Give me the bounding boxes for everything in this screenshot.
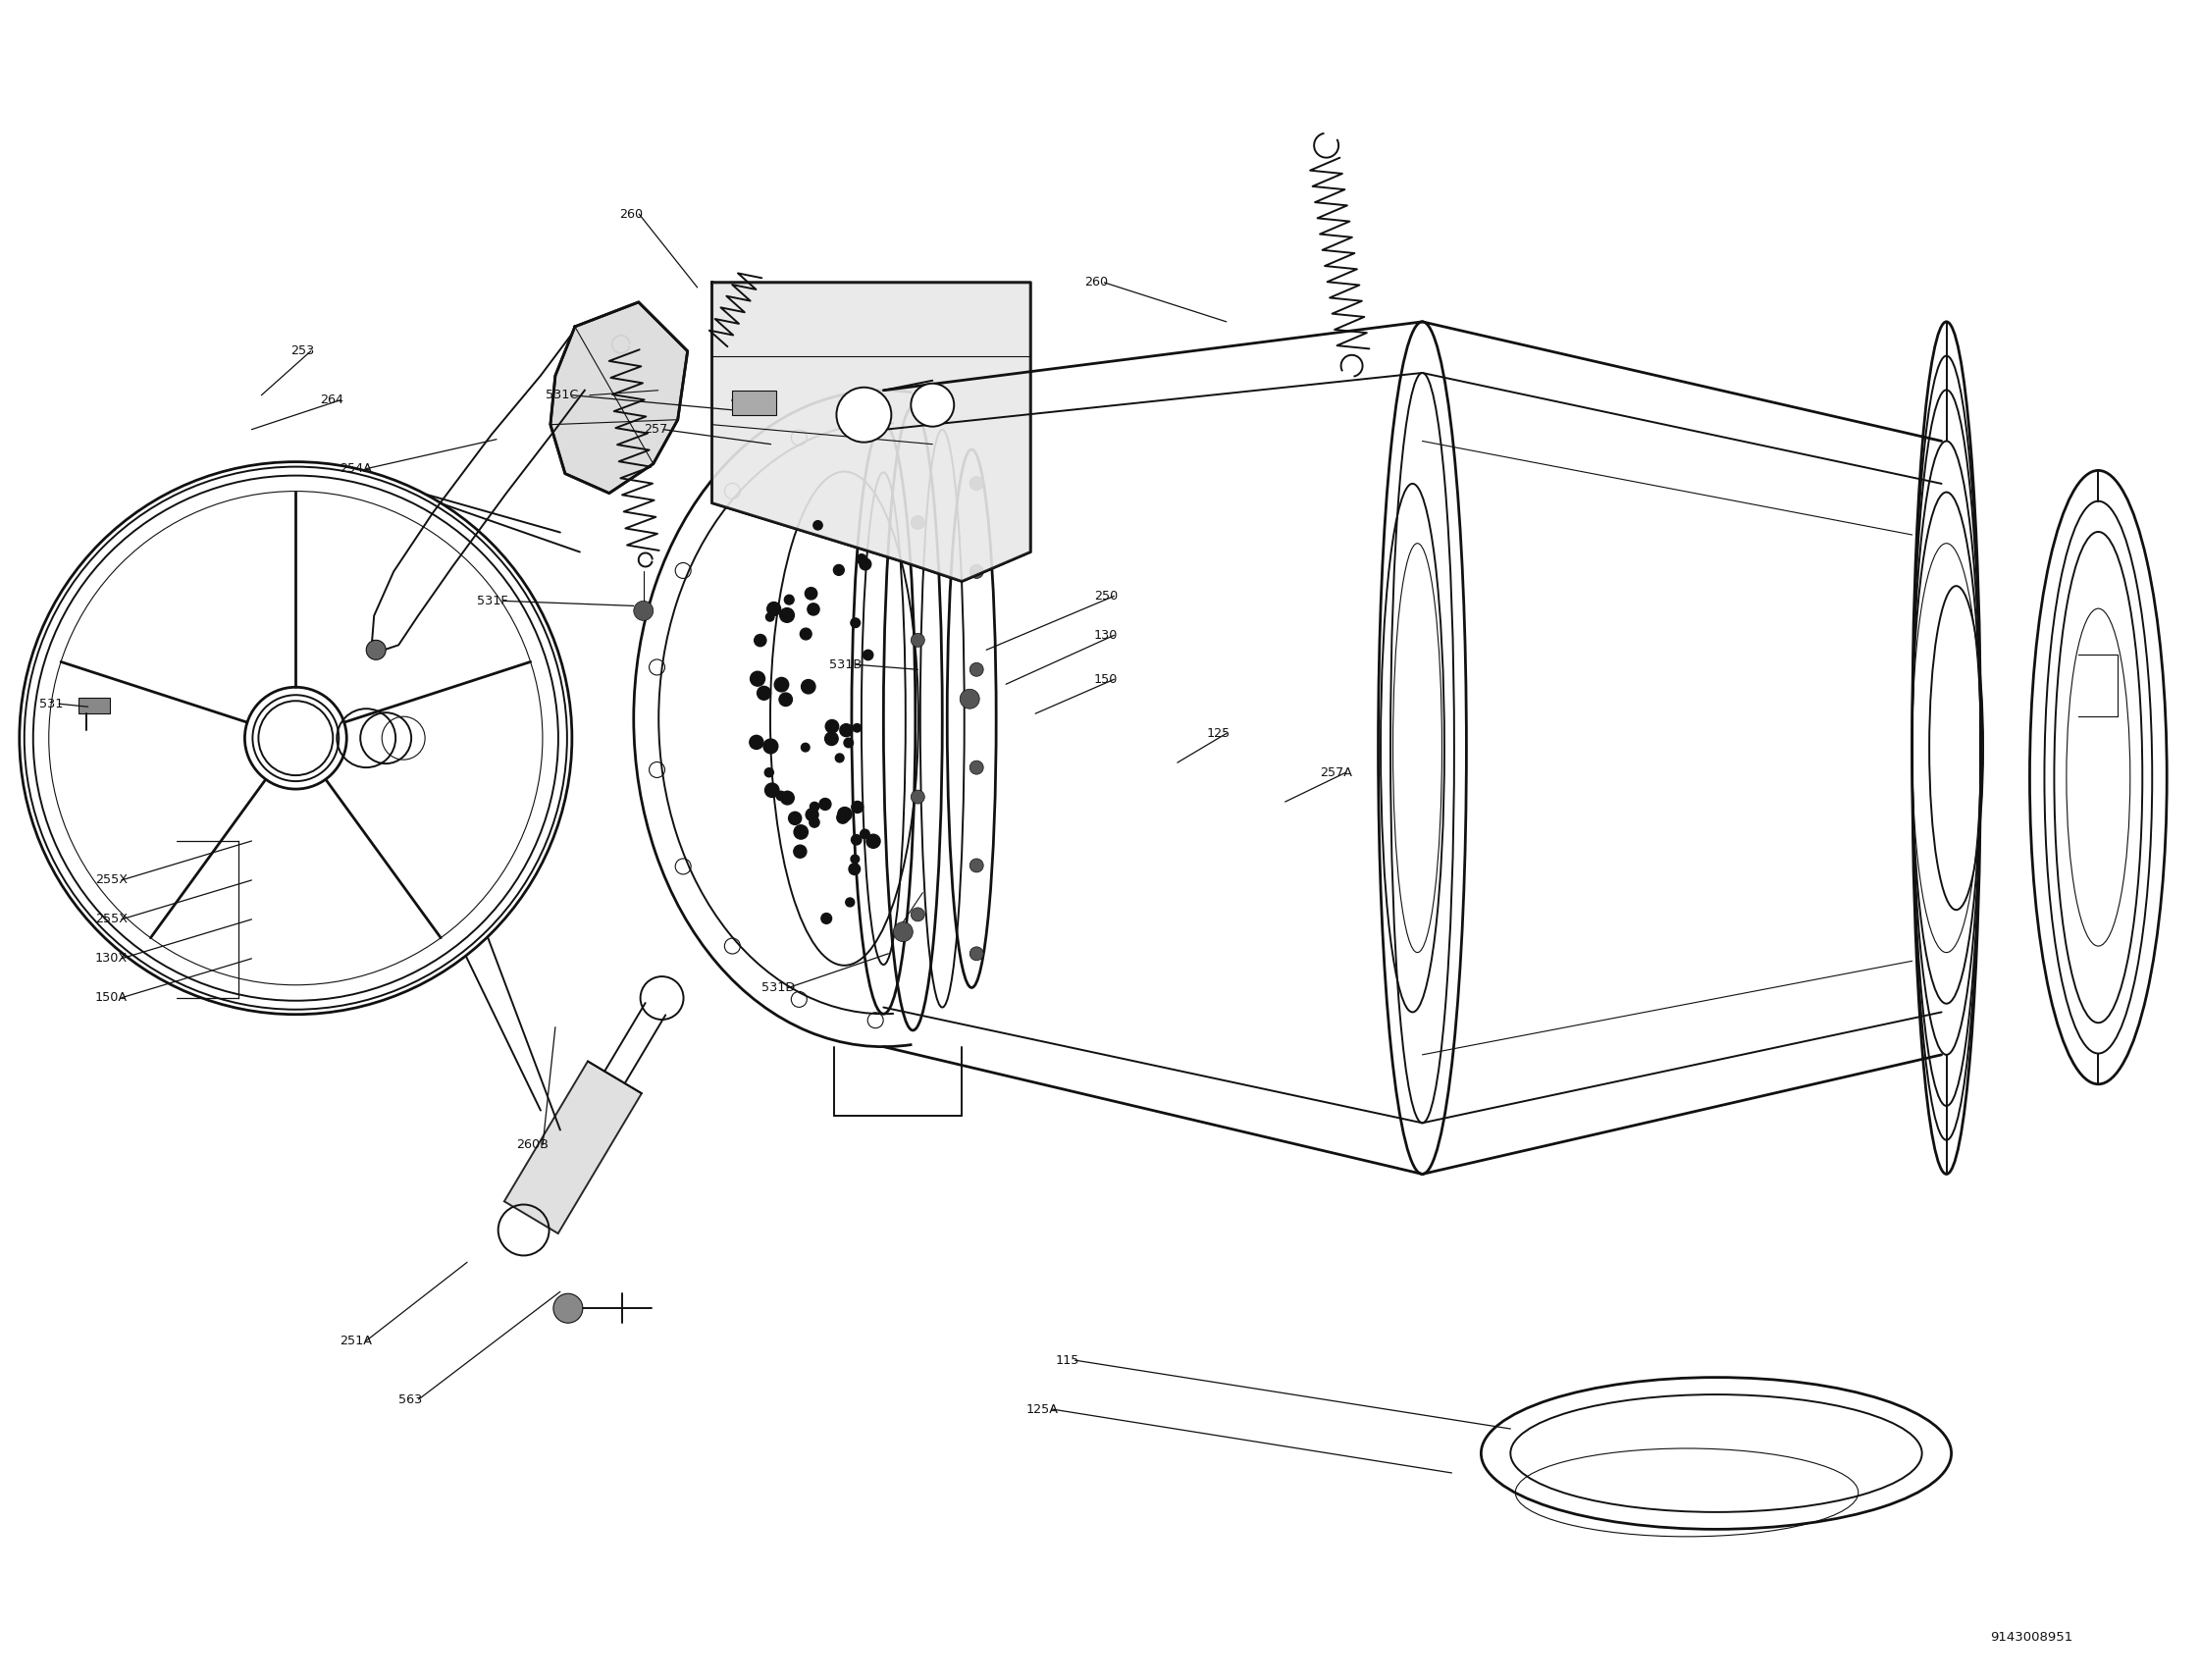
Circle shape (766, 768, 774, 776)
Circle shape (821, 914, 832, 924)
Text: 260: 260 (618, 208, 642, 220)
Circle shape (801, 628, 812, 640)
Circle shape (867, 835, 880, 848)
Circle shape (801, 680, 816, 694)
Circle shape (554, 1294, 583, 1324)
Circle shape (763, 739, 779, 754)
Circle shape (911, 907, 924, 921)
Circle shape (836, 388, 891, 442)
Polygon shape (504, 1062, 642, 1233)
Text: 9143008951: 9143008951 (1991, 1631, 2072, 1643)
Text: 563: 563 (398, 1393, 422, 1406)
Text: 260B: 260B (517, 1139, 548, 1151)
Circle shape (970, 948, 983, 961)
Text: 125: 125 (1208, 727, 1230, 739)
Text: 150: 150 (1093, 674, 1118, 685)
Text: 255X: 255X (95, 912, 128, 926)
Text: 130: 130 (1093, 628, 1118, 642)
Circle shape (818, 798, 832, 810)
Circle shape (851, 618, 860, 628)
Text: 531D: 531D (761, 981, 794, 995)
Text: 531C: 531C (546, 388, 579, 402)
Circle shape (911, 516, 924, 529)
Circle shape (959, 689, 979, 709)
Circle shape (777, 791, 785, 800)
Circle shape (810, 818, 818, 827)
Circle shape (851, 855, 860, 864)
Circle shape (970, 662, 983, 677)
Circle shape (838, 806, 851, 822)
Circle shape (862, 650, 873, 660)
Circle shape (634, 601, 653, 620)
Circle shape (794, 845, 807, 858)
Text: 260: 260 (1085, 276, 1109, 289)
Text: 251A: 251A (339, 1334, 372, 1347)
Polygon shape (713, 282, 1030, 581)
Text: 115: 115 (1056, 1354, 1078, 1366)
Circle shape (845, 738, 854, 748)
Text: 253: 253 (290, 344, 315, 358)
Text: 250: 250 (1093, 590, 1118, 603)
Circle shape (856, 554, 867, 564)
Text: 130X: 130X (95, 953, 128, 964)
Circle shape (860, 558, 871, 570)
Circle shape (911, 633, 924, 647)
Circle shape (845, 897, 854, 907)
Circle shape (794, 825, 807, 838)
Text: 264: 264 (321, 393, 343, 407)
Circle shape (774, 677, 788, 692)
Circle shape (825, 719, 838, 732)
Text: 257A: 257A (1320, 766, 1351, 780)
Circle shape (810, 801, 818, 811)
Circle shape (814, 521, 823, 529)
Circle shape (750, 736, 763, 749)
Circle shape (788, 811, 801, 825)
Circle shape (766, 783, 779, 798)
Circle shape (807, 603, 818, 615)
Circle shape (970, 858, 983, 872)
Circle shape (805, 588, 816, 600)
Circle shape (836, 811, 849, 823)
Circle shape (365, 640, 385, 660)
Circle shape (851, 835, 862, 845)
Text: 531B: 531B (829, 659, 862, 670)
Polygon shape (550, 302, 689, 494)
Circle shape (766, 613, 774, 622)
Circle shape (970, 477, 983, 491)
Circle shape (805, 808, 818, 822)
Circle shape (970, 564, 983, 578)
Bar (79, 697, 110, 714)
Circle shape (801, 743, 810, 751)
Circle shape (779, 692, 792, 706)
Circle shape (779, 608, 794, 622)
Circle shape (785, 595, 794, 605)
Circle shape (860, 830, 869, 838)
Circle shape (840, 724, 854, 736)
Circle shape (970, 761, 983, 774)
Circle shape (825, 732, 838, 746)
Text: 531F: 531F (477, 595, 508, 608)
Circle shape (854, 724, 860, 732)
Circle shape (849, 864, 860, 875)
Circle shape (755, 635, 766, 647)
Circle shape (851, 801, 862, 813)
Circle shape (911, 790, 924, 803)
Text: 125A: 125A (1025, 1403, 1058, 1416)
Text: 531: 531 (40, 697, 64, 711)
Text: 255X: 255X (95, 874, 128, 887)
Circle shape (834, 564, 845, 575)
Circle shape (768, 601, 781, 615)
Text: 257: 257 (642, 423, 667, 435)
Circle shape (893, 922, 913, 942)
Circle shape (750, 672, 766, 685)
Circle shape (836, 754, 845, 763)
Circle shape (757, 685, 770, 701)
Circle shape (781, 791, 794, 805)
Polygon shape (733, 390, 777, 415)
Text: 150A: 150A (95, 991, 128, 1005)
Text: 254A: 254A (339, 462, 372, 475)
Circle shape (911, 383, 955, 427)
